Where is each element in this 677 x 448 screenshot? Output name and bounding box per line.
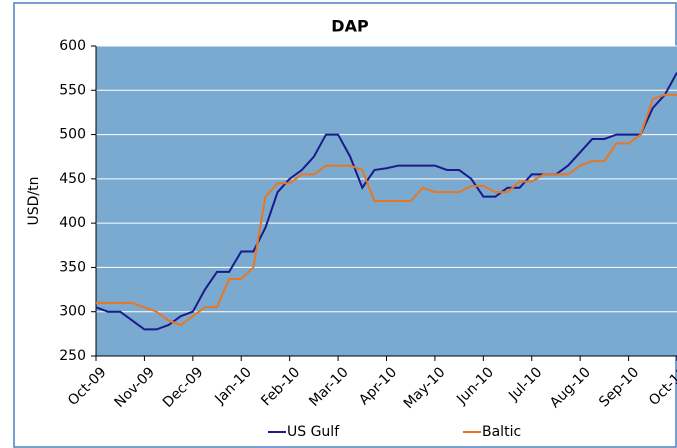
series-line	[96, 93, 677, 327]
y-tick-label: 350	[59, 259, 86, 275]
y-tick-label: 550	[59, 82, 86, 98]
y-tick-label: 400	[59, 215, 86, 231]
chart-title: DAP	[331, 17, 369, 36]
y-tick-label: 500	[59, 127, 86, 143]
y-axis-label: USD/tn	[26, 177, 42, 226]
legend-label: US Gulf	[287, 424, 340, 440]
legend-label: Baltic	[482, 424, 521, 440]
y-tick-label: 300	[59, 304, 86, 320]
y-tick-label: 450	[59, 171, 86, 187]
y-tick-label: 250	[59, 348, 86, 364]
y-tick-label: 600	[59, 38, 86, 54]
series-line	[95, 72, 677, 331]
